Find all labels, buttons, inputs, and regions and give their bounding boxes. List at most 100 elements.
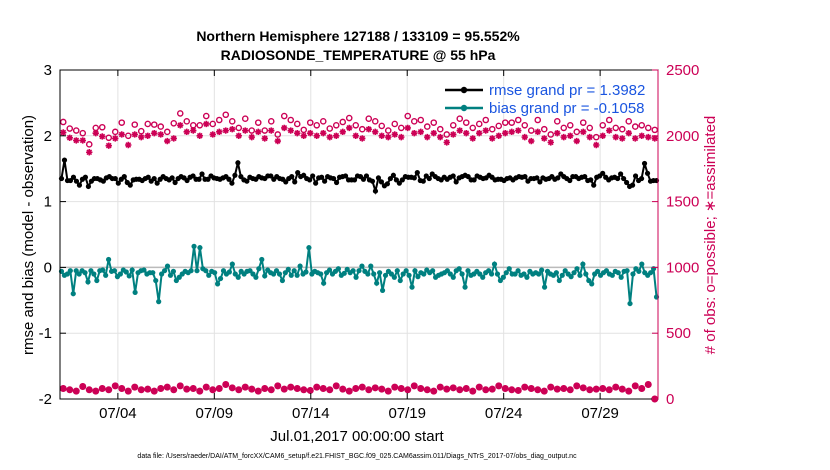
possible-obs-marker: [488, 125, 496, 133]
possible-obs-marker: [293, 120, 301, 128]
low-obs-assimilated-marker: [177, 382, 184, 390]
rmse-point: [292, 179, 298, 185]
low-obs-assimilated-marker: [463, 385, 470, 392]
rmse-point: [393, 177, 399, 183]
low-obs-assimilated-marker: [209, 386, 216, 393]
low-obs-assimilated-marker: [125, 387, 132, 395]
bias-point: [156, 299, 162, 305]
rmse-point: [112, 175, 118, 182]
assimilated-obs-marker: [534, 128, 541, 136]
assimilated-obs-marker: [521, 133, 528, 141]
low-obs-assimilated-marker: [443, 385, 450, 393]
assimilated-obs-marker: [255, 128, 262, 136]
bias-point: [150, 270, 156, 276]
bias-point: [394, 268, 400, 274]
low-obs-assimilated-marker: [346, 387, 353, 395]
bias-point: [359, 263, 365, 269]
rmse-point: [375, 175, 382, 181]
possible-obs-marker: [261, 127, 269, 134]
possible-obs-marker: [326, 125, 334, 132]
bias-point: [636, 268, 642, 274]
bias-point: [100, 267, 106, 273]
possible-obs-marker: [248, 127, 256, 134]
bias-point: [129, 267, 135, 273]
possible-obs-marker: [274, 131, 282, 138]
low-obs-assimilated-marker: [170, 386, 177, 393]
possible-obs-marker: [378, 122, 386, 130]
assimilated-obs-marker: [92, 129, 99, 137]
assimilated-obs-marker: [73, 137, 80, 144]
bias-point: [106, 256, 112, 263]
rmse-point: [307, 177, 313, 183]
rmse-point: [295, 170, 301, 176]
rmse-point: [621, 175, 627, 182]
rmse-point: [537, 179, 543, 185]
low-obs-assimilated-marker: [456, 386, 463, 393]
bias-point: [206, 272, 212, 278]
rmse-point: [322, 178, 328, 184]
rmse-point: [190, 173, 196, 179]
low-obs-assimilated-marker: [138, 386, 145, 393]
assimilated-obs-marker: [281, 124, 288, 132]
bias-point: [406, 272, 412, 278]
possible-obs-marker: [501, 119, 509, 126]
low-obs-assimilated-marker: [235, 386, 242, 393]
possible-obs-marker: [124, 132, 132, 140]
bias-point: [94, 277, 100, 284]
possible-obs-marker: [566, 121, 574, 129]
assimilated-obs-marker: [209, 131, 216, 138]
bias-point: [235, 274, 241, 280]
bias-point: [103, 272, 109, 278]
bias-point: [321, 280, 327, 286]
rmse-point: [289, 173, 295, 180]
legend-bias-marker: [460, 104, 468, 112]
bias-point: [503, 270, 509, 276]
low-obs-assimilated-marker: [593, 385, 600, 393]
low-obs-assimilated-marker: [612, 383, 619, 391]
assimilated-obs-marker: [60, 129, 67, 136]
assimilated-obs-marker: [320, 129, 327, 137]
low-obs-assimilated-marker: [242, 383, 249, 391]
assimilated-obs-marker: [385, 133, 392, 141]
assimilated-obs-marker: [138, 133, 145, 141]
rmse-point: [127, 182, 133, 188]
bias-point: [568, 274, 574, 280]
rmse-point: [420, 178, 426, 184]
rmse-point: [534, 175, 540, 181]
tick-marks: [60, 69, 659, 400]
possible-obs-marker: [306, 119, 314, 126]
rmse-point: [351, 177, 358, 183]
possible-obs-marker: [235, 124, 243, 132]
assimilated-obs-marker: [489, 135, 496, 142]
rmse-point: [360, 176, 367, 182]
assimilated-obs-marker: [339, 128, 346, 136]
possible-obs-marker: [527, 127, 535, 134]
bias-point: [541, 284, 548, 290]
y-tick-label-left: -1: [39, 325, 52, 342]
possible-obs-marker: [222, 111, 230, 119]
low-obs-assimilated-marker: [469, 387, 476, 395]
bias-point: [377, 270, 383, 276]
assimilated-obs-marker: [300, 132, 307, 139]
assimilated-obs-marker: [508, 128, 515, 136]
low-obs-assimilated-marker: [541, 387, 548, 395]
low-obs-assimilated-marker: [372, 384, 379, 392]
low-obs-assimilated-marker: [261, 385, 268, 392]
low-obs-assimilated-marker: [645, 381, 652, 388]
assimilated-obs-marker: [404, 124, 411, 132]
low-obs-assimilated-marker: [573, 382, 580, 390]
assimilated-obs-marker: [183, 128, 190, 136]
chart-title-line-2: RADIOSONDE_TEMPERATURE @ 55 hPa: [221, 47, 496, 63]
possible-obs-marker: [163, 128, 171, 136]
bias-point: [350, 268, 356, 274]
possible-obs-marker: [196, 121, 204, 129]
assimilated-obs-marker: [625, 129, 632, 137]
possible-obs-marker: [579, 119, 587, 126]
possible-obs-marker: [72, 127, 80, 134]
assimilated-obs-marker: [398, 133, 405, 141]
y-tick-label-right: 1000: [666, 259, 699, 276]
possible-obs-marker: [547, 131, 555, 138]
assimilated-obs-marker: [599, 132, 606, 139]
possible-obs-marker: [534, 116, 542, 124]
bias-point: [161, 268, 168, 274]
